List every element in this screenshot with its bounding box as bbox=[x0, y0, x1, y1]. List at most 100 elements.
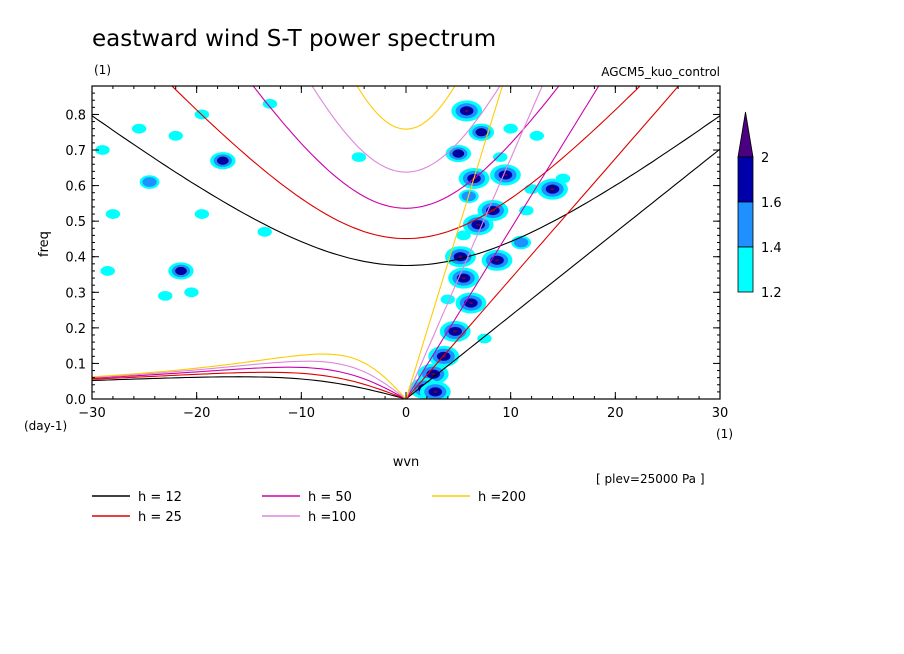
contour-level-2 bbox=[430, 372, 436, 377]
colorbar-segment bbox=[737, 156, 754, 203]
chart-title: eastward wind S-T power spectrum bbox=[92, 26, 496, 52]
legend-label: h =200 bbox=[478, 490, 526, 505]
y-tick-label: 0.2 bbox=[65, 322, 86, 337]
contour-level-1-6 bbox=[175, 266, 187, 276]
axis-ticks: −30 −20 −10 0 10 20 30 0.0 0.1 0.2 0.3 0.4 0.5 0.6 0.7… bbox=[65, 86, 728, 421]
rossby-curve bbox=[92, 360, 407, 399]
contour-level-1-2 bbox=[555, 173, 571, 184]
colorbar-label: 2 bbox=[761, 151, 769, 166]
legend-label: h = 25 bbox=[138, 510, 182, 525]
gravity-curve bbox=[171, 86, 641, 240]
kelvin-curve bbox=[405, 86, 543, 399]
x-unit-label: (1) bbox=[716, 427, 733, 441]
legend-item: h =200 bbox=[432, 490, 526, 505]
colorbar-label: 1.6 bbox=[761, 196, 782, 211]
contour-blob bbox=[439, 320, 471, 342]
contour-level-1-2 bbox=[95, 145, 110, 155]
colorbar-segment bbox=[737, 246, 754, 293]
contour-level-1-2 bbox=[194, 209, 210, 219]
y-tick-label: 0.6 bbox=[65, 180, 86, 195]
contour-level-2 bbox=[432, 389, 439, 394]
y-tick-label: 0.4 bbox=[65, 251, 86, 266]
contour-level-2 bbox=[468, 301, 474, 305]
contour-blob bbox=[139, 175, 160, 189]
chart-subtitle-right: AGCM5_kuo_control bbox=[601, 65, 720, 79]
colorbar-segment bbox=[737, 201, 754, 248]
x-tick-label: −30 bbox=[78, 406, 105, 421]
contour-blob bbox=[95, 145, 110, 155]
contour-level-1-2 bbox=[456, 230, 471, 241]
contour-blob bbox=[262, 98, 278, 109]
curve-h-25 bbox=[92, 86, 680, 399]
rossby-curve bbox=[92, 353, 407, 399]
contour-blob bbox=[100, 266, 115, 276]
legend-label: h =100 bbox=[308, 510, 356, 525]
chart-subtitle-left: (1) bbox=[94, 63, 111, 77]
contour-blob bbox=[210, 152, 236, 170]
contour-level-1-2 bbox=[493, 152, 508, 163]
contour-blob bbox=[477, 333, 492, 344]
contour-blob bbox=[184, 287, 199, 298]
colorbar-label: 1.4 bbox=[761, 241, 782, 256]
y-tick-label: 0.3 bbox=[65, 286, 86, 301]
contour-blob bbox=[451, 100, 483, 122]
contour-level-1-2 bbox=[262, 98, 278, 109]
contour-blob bbox=[503, 123, 518, 134]
x-tick-label: 0 bbox=[402, 406, 410, 421]
legend-label: h = 50 bbox=[308, 490, 352, 505]
contour-blob bbox=[440, 294, 456, 305]
y-unit-label: (day-1) bbox=[24, 419, 67, 433]
contour-level-1-2 bbox=[131, 123, 147, 134]
contour-level-2 bbox=[475, 222, 481, 227]
y-tick-label: 0.8 bbox=[65, 108, 86, 123]
y-tick-label: 0.5 bbox=[65, 215, 86, 230]
kelvin-curve bbox=[405, 86, 600, 399]
contour-level-1-2 bbox=[351, 152, 367, 163]
y-tick-label: 0.7 bbox=[65, 144, 86, 159]
contour-blob bbox=[445, 144, 472, 163]
contour-level-2 bbox=[549, 187, 556, 192]
legend-item: h = 50 bbox=[262, 490, 352, 505]
contour-blob bbox=[511, 235, 532, 250]
dispersion-curves bbox=[92, 86, 720, 399]
gravity-curve bbox=[311, 86, 501, 173]
legend-label: h = 12 bbox=[138, 490, 182, 505]
contour-blob bbox=[131, 123, 147, 134]
contour-blob bbox=[490, 164, 521, 186]
contour-blob bbox=[555, 173, 571, 184]
x-tick-label: −20 bbox=[183, 406, 210, 421]
y-axis-label: freq bbox=[37, 231, 52, 257]
contour-level-1-2 bbox=[257, 226, 272, 237]
x-tick-label: 30 bbox=[712, 406, 729, 421]
contour-level-1-2 bbox=[519, 205, 534, 216]
gravity-curve bbox=[92, 115, 720, 267]
rossby-curve bbox=[92, 376, 407, 399]
contour-blob bbox=[455, 292, 487, 314]
contour-level-2 bbox=[494, 258, 500, 263]
y-tick-label: 0.1 bbox=[65, 357, 86, 372]
kelvin-curve bbox=[405, 86, 503, 399]
x-tick-label: 20 bbox=[607, 406, 624, 421]
kelvin-curve bbox=[405, 148, 720, 399]
contour-level-1-6 bbox=[216, 156, 229, 165]
x-axis-label: wvn bbox=[393, 455, 420, 470]
contour-blob bbox=[158, 290, 173, 301]
contour-blob bbox=[524, 184, 539, 195]
contour-level-1-2 bbox=[105, 209, 121, 219]
plev-annotation: [ plev=25000 Pa ] bbox=[596, 472, 705, 486]
contour-level-1-2 bbox=[158, 290, 173, 301]
contour-blob bbox=[519, 205, 534, 216]
contour-level-1-2 bbox=[100, 266, 115, 276]
x-tick-label: 10 bbox=[502, 406, 519, 421]
contour-level-1-6 bbox=[452, 149, 465, 158]
gravity-curve bbox=[252, 86, 560, 209]
contour-blob bbox=[351, 152, 367, 163]
contour-level-2 bbox=[460, 276, 467, 281]
contour-blob bbox=[105, 209, 121, 219]
contour-level-2 bbox=[452, 329, 458, 334]
contour-level-1-2 bbox=[529, 130, 545, 141]
contour-level-1-2 bbox=[168, 130, 183, 141]
contour-level-1-4 bbox=[514, 237, 529, 248]
contour-blob bbox=[448, 267, 479, 289]
